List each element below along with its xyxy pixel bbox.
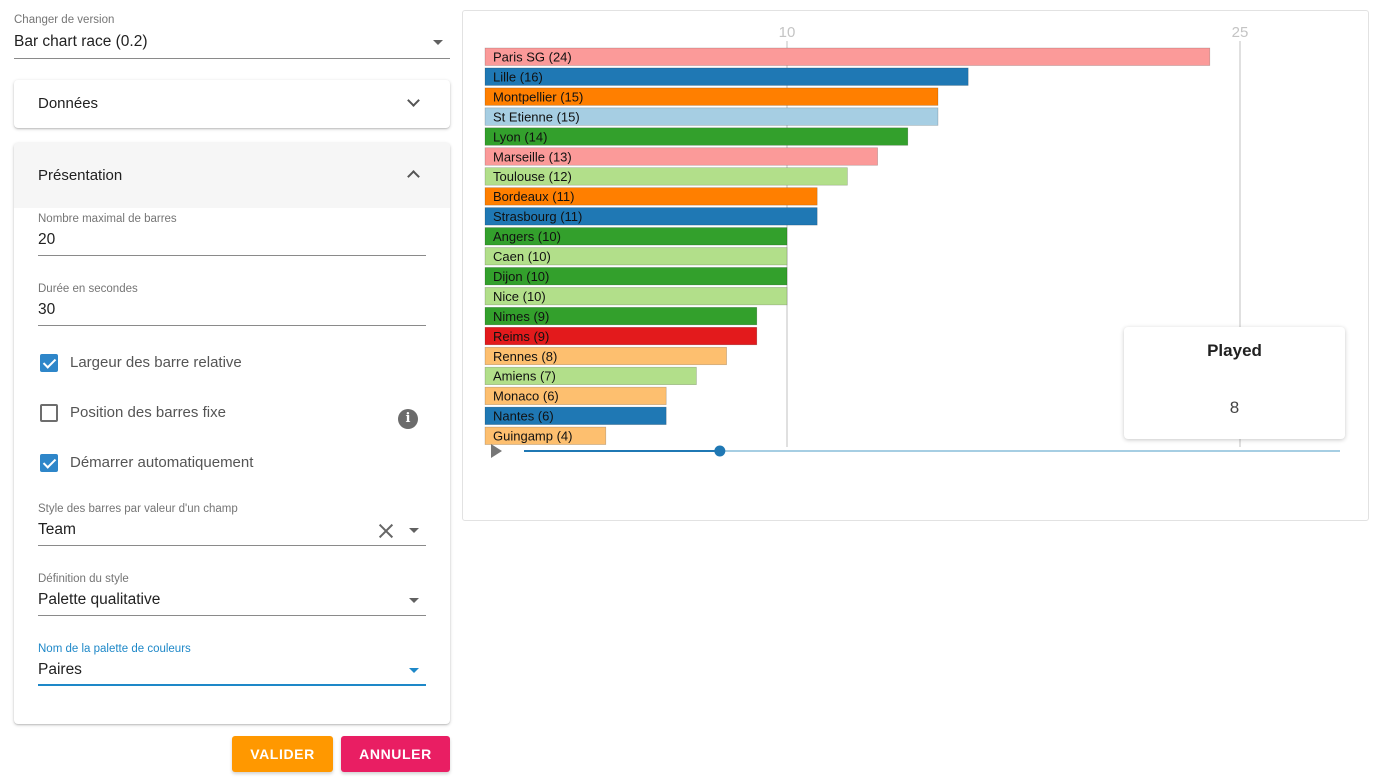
bar-label: Nice (10) — [493, 289, 546, 304]
bar — [484, 326, 758, 346]
version-value: Bar chart race (0.2) — [14, 33, 148, 50]
validate-button[interactable]: VALIDER — [232, 736, 333, 772]
bar-label: Lille (16) — [493, 69, 543, 84]
bar — [484, 127, 909, 146]
bar — [484, 87, 939, 106]
bar — [484, 287, 788, 306]
max-bars-field[interactable]: Nombre maximal de barres 20 — [38, 208, 426, 256]
bar — [484, 227, 788, 246]
max-bars-value: 20 — [38, 231, 56, 248]
bar-label: Strasbourg (11) — [493, 209, 582, 224]
fixed-position-label: Position des barres fixe — [70, 404, 226, 421]
bar-label: Amiens (7) — [493, 369, 556, 384]
max-bars-label: Nombre maximal de barres — [38, 213, 177, 225]
bar — [484, 346, 727, 366]
played-value: 8 — [1229, 398, 1240, 417]
cancel-button[interactable]: ANNULER — [341, 736, 450, 772]
donnees-title: Données — [38, 95, 99, 112]
chevron-down-icon[interactable] — [407, 94, 420, 107]
bar-label: Paris SG (24) — [493, 50, 572, 65]
bar — [484, 426, 607, 445]
bar-label: Rennes (8) — [493, 349, 557, 364]
bar-label: Marseille (13) — [493, 149, 572, 164]
dropdown-caret-icon[interactable] — [409, 598, 419, 603]
bar — [484, 386, 667, 405]
bar-label: Monaco (6) — [493, 389, 559, 404]
played-title: Played — [1207, 341, 1262, 360]
bar — [484, 267, 788, 286]
relative-width-checkbox[interactable] — [40, 354, 58, 372]
bar-chart-race: 10 25 Paris SG (24) Lille (16) Montpellier (… — [484, 24, 1340, 458]
dropdown-caret-icon[interactable] — [409, 668, 419, 673]
bar-label: Nimes (9) — [493, 309, 549, 324]
slider-handle[interactable] — [714, 445, 726, 457]
chart-panel: 10 25 Paris SG (24) Lille (16) Montpellier (… — [462, 10, 1369, 521]
version-label: Changer de version — [14, 14, 115, 26]
bar — [484, 366, 697, 386]
style-definition-select[interactable]: Définition du style Palette qualitative — [38, 568, 426, 616]
autostart-label: Démarrer automatiquement — [70, 454, 254, 471]
bar-style-field-label: Style des barres par valeur d'un champ — [38, 503, 238, 515]
bar-label: Nantes (6) — [493, 409, 554, 424]
bar-label: St Etienne (15) — [493, 109, 580, 124]
palette-name-select[interactable]: Nom de la palette de couleurs Paires — [38, 638, 426, 686]
style-definition-label: Définition du style — [38, 573, 129, 585]
bar-label: Angers (10) — [493, 229, 561, 244]
clear-icon[interactable] — [379, 524, 393, 538]
autostart-checkbox[interactable] — [40, 454, 58, 472]
chevron-up-icon[interactable] — [407, 170, 420, 183]
presentation-header[interactable]: Présentation — [14, 143, 450, 208]
bar — [484, 187, 818, 206]
bar-label: Bordeaux (11) — [493, 189, 574, 204]
bar-label: Lyon (14) — [493, 129, 547, 144]
bar-label: Montpellier (15) — [493, 89, 583, 104]
bar-label: Dijon (10) — [493, 269, 549, 284]
info-icon[interactable]: i — [398, 409, 418, 429]
bar-label: Toulouse (12) — [493, 169, 572, 184]
bar — [484, 47, 1211, 66]
style-definition-value: Palette qualitative — [38, 591, 161, 608]
play-icon[interactable] — [491, 444, 502, 458]
dropdown-caret-icon[interactable] — [433, 40, 443, 45]
bar — [484, 107, 939, 126]
presentation-title: Présentation — [38, 167, 123, 184]
played-card: Played 8 — [1124, 327, 1345, 439]
fixed-position-checkbox[interactable] — [40, 404, 58, 422]
bar — [484, 247, 788, 266]
donnees-section[interactable]: Données — [14, 80, 450, 128]
palette-name-label: Nom de la palette de couleurs — [38, 643, 191, 655]
relative-width-label: Largeur des barre relative — [70, 354, 242, 371]
bar — [484, 147, 878, 166]
x-tick-label: 10 — [779, 24, 796, 41]
dropdown-caret-icon[interactable] — [409, 528, 419, 533]
bar-style-field-value: Team — [38, 521, 76, 538]
duration-field[interactable]: Durée en secondes 30 — [38, 278, 426, 326]
bar-label: Guingamp (4) — [493, 429, 572, 444]
bar — [484, 406, 667, 425]
bar — [484, 307, 758, 326]
bar-label: Reims (9) — [493, 329, 549, 344]
x-tick-label: 25 — [1232, 24, 1249, 41]
bar — [484, 207, 818, 226]
version-select[interactable]: Changer de version Bar chart race (0.2) — [14, 12, 450, 59]
bar-style-field-select[interactable]: Style des barres par valeur d'un champ T… — [38, 498, 426, 546]
bar — [484, 67, 969, 86]
duration-value: 30 — [38, 301, 56, 318]
presentation-section: Présentation Nombre maximal de barres 20… — [14, 143, 450, 724]
palette-name-value: Paires — [38, 661, 82, 678]
bar — [484, 167, 848, 186]
duration-label: Durée en secondes — [38, 283, 138, 295]
bar-label: Caen (10) — [493, 249, 551, 264]
